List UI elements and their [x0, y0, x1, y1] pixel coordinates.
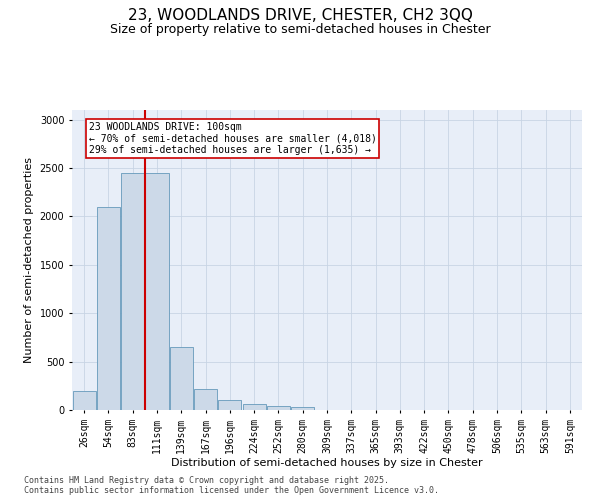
Text: 23, WOODLANDS DRIVE, CHESTER, CH2 3QQ: 23, WOODLANDS DRIVE, CHESTER, CH2 3QQ	[128, 8, 472, 22]
Bar	[97, 207, 120, 410]
Bar	[145, 173, 169, 410]
Bar	[170, 347, 193, 410]
Bar	[267, 406, 290, 410]
Bar	[121, 173, 144, 410]
Bar	[291, 407, 314, 410]
Y-axis label: Number of semi-detached properties: Number of semi-detached properties	[24, 157, 34, 363]
Bar	[194, 388, 217, 410]
Bar	[73, 390, 95, 410]
Bar	[242, 404, 266, 410]
Text: 23 WOODLANDS DRIVE: 100sqm
← 70% of semi-detached houses are smaller (4,018)
29%: 23 WOODLANDS DRIVE: 100sqm ← 70% of semi…	[89, 122, 376, 155]
Bar	[218, 400, 241, 410]
Text: Contains HM Land Registry data © Crown copyright and database right 2025.
Contai: Contains HM Land Registry data © Crown c…	[24, 476, 439, 495]
X-axis label: Distribution of semi-detached houses by size in Chester: Distribution of semi-detached houses by …	[171, 458, 483, 468]
Text: Size of property relative to semi-detached houses in Chester: Size of property relative to semi-detach…	[110, 22, 490, 36]
